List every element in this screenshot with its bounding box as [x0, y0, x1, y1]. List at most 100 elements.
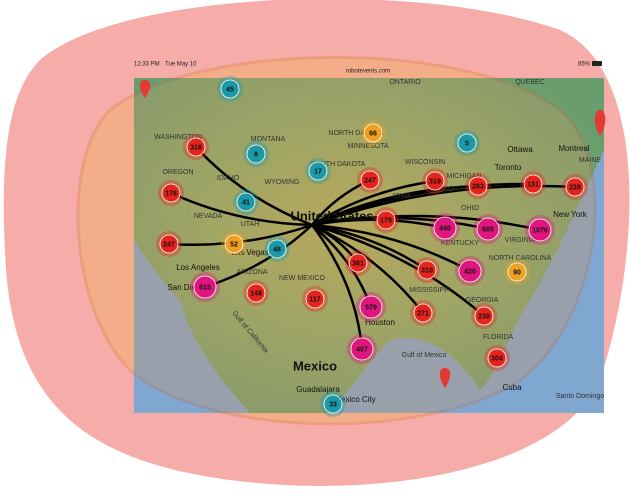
cluster-marker[interactable] [487, 348, 507, 368]
place-label: OHIO [461, 205, 479, 212]
cluster-marker[interactable] [523, 174, 543, 194]
place-label: San Diego [167, 283, 205, 292]
cluster-marker[interactable] [458, 259, 482, 283]
place-label: MINNESOTA [347, 143, 388, 150]
cluster-marker[interactable] [159, 234, 179, 254]
cluster-count: 579 [365, 304, 377, 311]
cluster-count: 304 [491, 355, 503, 362]
cluster-count: 178 [165, 190, 177, 197]
place-label: OREGON [162, 169, 193, 176]
cluster-marker[interactable] [565, 177, 585, 197]
connection-line [311, 224, 364, 350]
connection-line [311, 223, 428, 272]
cluster-marker[interactable] [350, 337, 374, 361]
place-label: WASHINGTON [154, 134, 202, 141]
cluster-count: 420 [464, 268, 476, 275]
cluster-marker[interactable] [359, 295, 383, 319]
place-label: Mexico [293, 358, 337, 373]
cluster-marker[interactable] [363, 123, 383, 143]
cluster-count: 66 [369, 130, 377, 137]
cluster-marker[interactable] [305, 289, 325, 309]
map-pin[interactable] [139, 80, 151, 98]
cluster-marker[interactable] [267, 239, 287, 259]
cluster-count: 310 [421, 267, 433, 274]
place-label: VIRGINIA [505, 237, 536, 244]
place-label: Mexico City [334, 395, 375, 404]
status-date: Tue May 10 [165, 62, 197, 68]
cluster-count: 90 [513, 269, 521, 276]
cluster-count: 33 [329, 401, 337, 408]
map-pin[interactable] [439, 368, 451, 388]
cluster-count: 148 [250, 290, 262, 297]
cluster-marker[interactable] [468, 176, 488, 196]
cluster-marker[interactable] [220, 79, 240, 99]
place-label: NORTH DAKOTA [329, 130, 384, 137]
map-pin[interactable] [594, 110, 606, 136]
cluster-marker[interactable] [376, 210, 396, 230]
cluster-marker[interactable] [360, 170, 380, 190]
place-label: MONTANA [251, 136, 286, 143]
cluster-marker[interactable] [425, 171, 445, 191]
place-label: KENTUCKY [441, 240, 479, 247]
cluster-count: 319 [429, 178, 441, 185]
place-label: Chicago [431, 185, 457, 192]
cluster-count: 247 [364, 177, 376, 184]
cluster-marker[interactable] [308, 161, 328, 181]
connection-line [311, 179, 436, 227]
cluster-marker[interactable] [476, 217, 500, 241]
cluster-marker[interactable] [433, 216, 457, 240]
cluster-marker[interactable] [474, 306, 494, 326]
cluster-marker[interactable] [417, 260, 437, 280]
cluster-marker[interactable] [348, 253, 368, 273]
place-label: QUEBEC [515, 79, 545, 86]
connection-line [311, 223, 485, 317]
place-label: FLORIDA [483, 334, 514, 341]
cluster-count: 685 [482, 226, 494, 233]
cluster-marker[interactable] [457, 133, 477, 153]
cluster-count: 318 [190, 144, 202, 151]
clusters: 45 66 5 318 8 17 247 319 283 131 228 178 41 175 440 685… [156, 76, 588, 417]
cluster-count: 247 [163, 241, 175, 248]
place-label: Ottawa [507, 145, 533, 154]
place-label: IOWA [393, 193, 412, 200]
cluster-marker[interactable] [193, 275, 217, 299]
cluster-marker[interactable] [323, 394, 343, 414]
cluster-marker[interactable] [246, 144, 266, 164]
cluster-marker[interactable] [236, 192, 256, 212]
cluster-count: 45 [226, 86, 234, 93]
connection-line [311, 223, 471, 273]
place-label: WISCONSIN [405, 159, 445, 166]
place-label: MICHIGAN [447, 173, 482, 180]
place-label: NORTH CAROLINA [489, 255, 552, 262]
cluster-marker[interactable] [528, 218, 552, 242]
cluster-marker[interactable] [507, 262, 527, 282]
place-label: Santo Domingo [556, 393, 604, 400]
connection-line [204, 224, 313, 289]
cluster-count: 238 [478, 313, 490, 320]
cluster-count: 381 [352, 260, 364, 267]
place-label: GEORGIA [466, 297, 499, 304]
cluster-count: 117 [309, 296, 320, 303]
place-label: MISSISSIPPI [409, 287, 451, 294]
place-label: Houston [365, 318, 395, 327]
cluster-count: 5 [465, 140, 469, 147]
cluster-marker[interactable] [413, 303, 433, 323]
cluster-count: 8 [254, 151, 258, 158]
cluster-count: 283 [472, 183, 484, 190]
cluster-count: 1070 [532, 227, 548, 234]
cluster-count: 48 [273, 246, 281, 253]
cluster-marker[interactable] [161, 183, 181, 203]
place-label: Cuba [502, 383, 522, 392]
cluster-count: 17 [314, 168, 322, 175]
cluster-marker[interactable] [246, 283, 266, 303]
cluster-marker[interactable] [224, 234, 244, 254]
cluster-marker[interactable] [186, 137, 206, 157]
cluster-count: 615 [199, 284, 211, 291]
cluster-count: 228 [569, 184, 581, 191]
battery: 85% [578, 62, 591, 68]
url[interactable]: robotevents.com [346, 69, 390, 75]
place-label: Guadalajara [296, 385, 340, 394]
place-label: Las Vegas [231, 248, 268, 257]
place-label: UTAH [241, 221, 260, 228]
place-label: Toronto [495, 163, 522, 172]
